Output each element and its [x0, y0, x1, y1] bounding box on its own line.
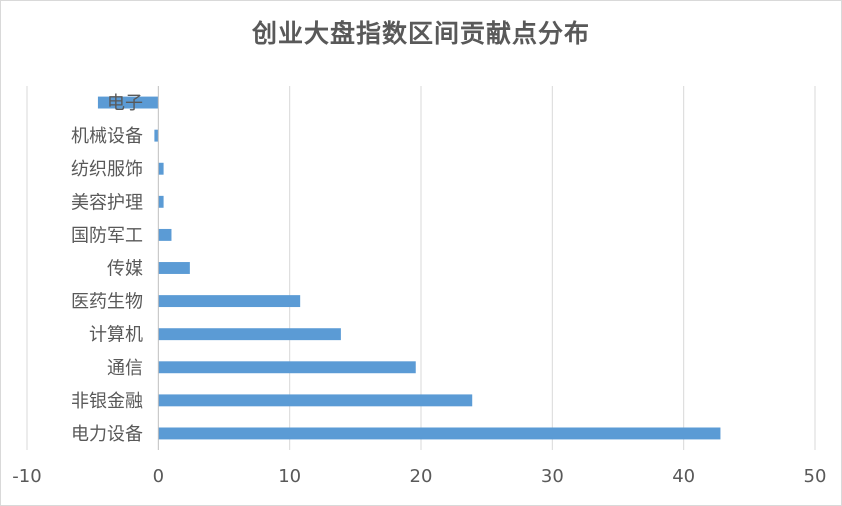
category-label: 通信: [107, 358, 143, 379]
bar-7: [158, 328, 341, 341]
category-label: 电子: [107, 93, 143, 114]
category-label: 电力设备: [71, 424, 143, 445]
category-label: 机械设备: [71, 126, 143, 147]
x-tick-label: 10: [278, 466, 301, 487]
x-tick-label: 30: [541, 466, 564, 487]
category-label: 纺织服饰: [71, 159, 143, 180]
category-label: 计算机: [89, 325, 143, 346]
bar-8: [158, 361, 416, 374]
bar-10: [158, 427, 721, 440]
x-tick-label: -10: [12, 466, 41, 487]
x-tick-label: 50: [804, 466, 827, 487]
category-label: 传媒: [107, 259, 143, 280]
bar-9: [158, 394, 473, 407]
category-label: 医药生物: [71, 292, 143, 313]
bar-2: [158, 162, 164, 175]
grid-layer: [26, 86, 816, 450]
x-tick-label: 40: [672, 466, 695, 487]
bar-1: [154, 129, 159, 142]
bar-layer: [97, 96, 721, 440]
category-label: 国防军工: [71, 225, 143, 246]
x-tick-label: 0: [153, 466, 164, 487]
bar-6: [158, 295, 301, 308]
x-tick-label: 20: [410, 466, 433, 487]
chart-title: 创业大盘指数区间贡献点分布: [251, 19, 590, 48]
category-label: 非银金融: [71, 391, 143, 412]
bar-5: [158, 262, 190, 274]
bar-0: [97, 96, 159, 109]
bar-3: [158, 195, 164, 208]
bar-4: [158, 228, 172, 241]
axis-layer: -10 0 10 20 30 40 50: [12, 86, 826, 487]
category-label: 美容护理: [71, 192, 143, 213]
